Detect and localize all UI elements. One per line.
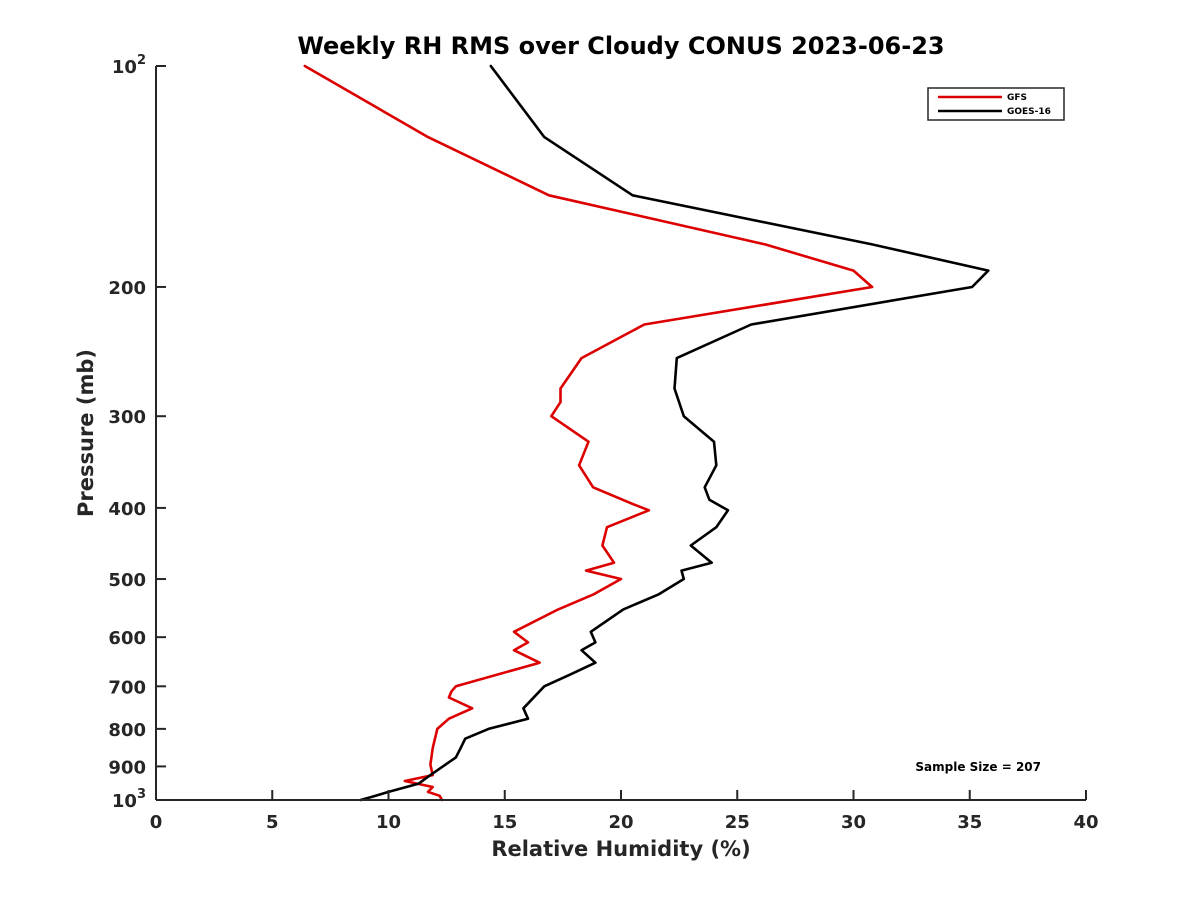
- y-tick-label: 200: [108, 278, 146, 299]
- series-layer: [303, 64, 990, 802]
- x-tick-label: 40: [1073, 812, 1098, 833]
- y-axis-label: Pressure (mb): [74, 349, 98, 517]
- y-tick-label: 800: [108, 720, 146, 741]
- legend: GFS GOES-16: [927, 87, 1065, 121]
- y-tick-label: 103: [112, 787, 146, 812]
- x-tick-label: 30: [841, 812, 866, 833]
- x-tick-label: 10: [376, 812, 401, 833]
- y-tick-label: 700: [108, 677, 146, 698]
- x-tick-label: 0: [150, 812, 163, 833]
- x-tick-label: 20: [608, 812, 633, 833]
- y-tick-label: 900: [108, 757, 146, 778]
- y-tick-base: 10: [112, 57, 137, 78]
- x-tick-label: 25: [725, 812, 750, 833]
- chart-title: Weekly RH RMS over Cloudy CONUS 2023-06-…: [297, 32, 944, 60]
- y-tick-label: 400: [108, 499, 146, 520]
- series-line-gfs: [303, 64, 874, 802]
- x-tick-label: 35: [957, 812, 982, 833]
- x-tick-label: 15: [492, 812, 517, 833]
- x-ticks: 0 5 10 15 20 25 30 35 40: [150, 790, 1099, 833]
- legend-box: [927, 87, 1065, 121]
- series-line-goes-16: [359, 64, 990, 802]
- y-tick-label: 500: [108, 570, 146, 591]
- y-tick-exponent: 2: [137, 53, 146, 68]
- y-tick-label: 102: [112, 53, 146, 78]
- y-tick-base: 10: [112, 791, 137, 812]
- x-axis-label: Relative Humidity (%): [491, 837, 750, 861]
- legend-label: GFS: [1007, 93, 1027, 103]
- y-tick-label: 300: [108, 407, 146, 428]
- sample-size-annotation: Sample Size = 207: [915, 760, 1041, 774]
- legend-label: GOES-16: [1007, 107, 1051, 117]
- x-tick-label: 5: [266, 812, 279, 833]
- y-tick-exponent: 3: [137, 787, 146, 802]
- y-tick-label: 600: [108, 628, 146, 649]
